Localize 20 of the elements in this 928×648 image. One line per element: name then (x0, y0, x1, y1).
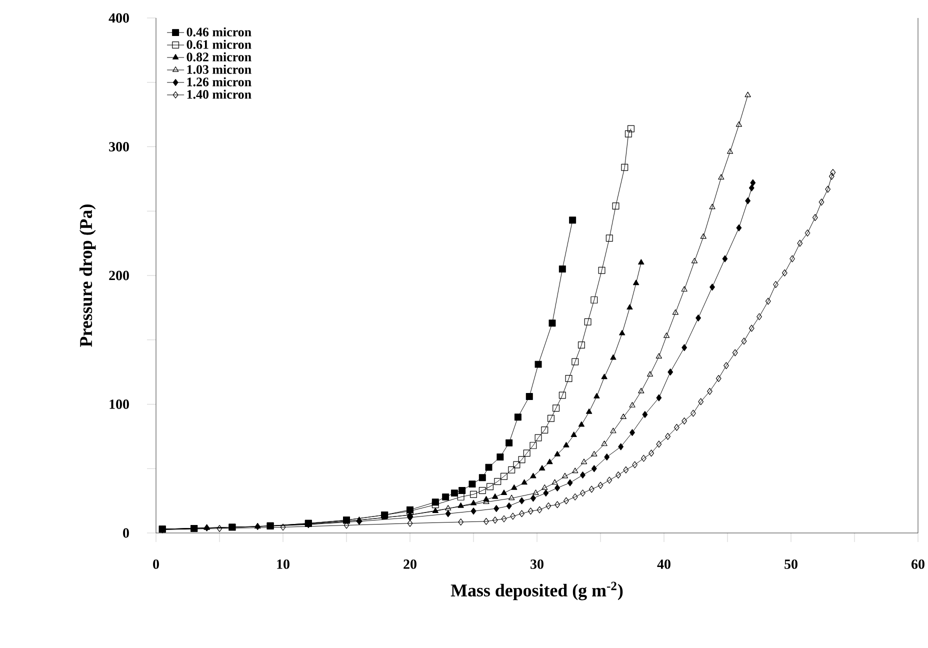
x-tick-label: 30 (530, 560, 544, 569)
y-tick-label: 400 (108, 13, 129, 23)
y-tick-label: 300 (109, 142, 129, 152)
y-tick-label: 0 (123, 528, 129, 538)
legend-label: 0.46 micron (186, 27, 252, 36)
x-tick-label: 40 (657, 560, 670, 569)
legend-label: 1.40 micron (187, 90, 252, 99)
x-tick-label: 20 (404, 560, 416, 569)
x-tick-label: 0 (153, 560, 159, 569)
y-tick-label: 200 (109, 270, 129, 280)
x-tick-label: 50 (784, 560, 798, 569)
y-axis-title: Pressure drop (Pa) (79, 204, 96, 347)
legend-label: 0.82 micron (186, 52, 252, 62)
legend-label: 1.26 micron (187, 77, 252, 86)
x-tick-label: 60 (912, 560, 924, 569)
legend-label: 1.03 micron (187, 64, 252, 74)
x-tick-label: 10 (277, 560, 290, 569)
legend-label: 0.61 micron (186, 40, 252, 49)
x-axis-title: Mass deposited (g m$^{-2}$) (450, 582, 623, 600)
y-tick-label: 100 (110, 400, 129, 409)
